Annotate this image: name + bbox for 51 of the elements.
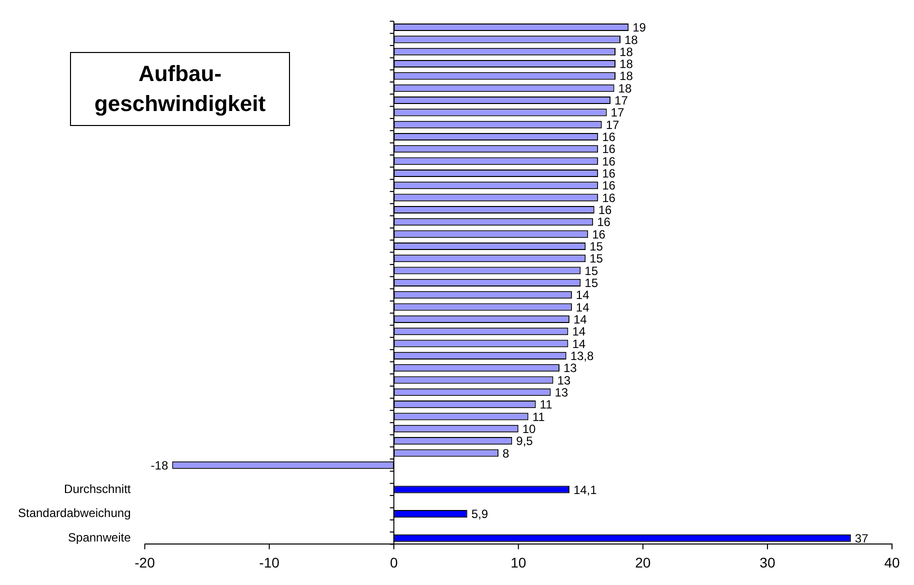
data-label: 15	[590, 252, 604, 266]
data-label: 14	[576, 288, 590, 302]
data-label: 11	[540, 398, 553, 412]
data-label: 16	[602, 190, 616, 205]
data-label: 18	[618, 81, 632, 96]
y-tick-label: Spannweite	[68, 530, 132, 544]
data-label: 15	[584, 276, 598, 290]
data-label: -18	[150, 458, 168, 472]
x-tick-label: 40	[884, 554, 900, 570]
x-tick-label: 20	[635, 554, 651, 570]
data-label: 16	[597, 215, 611, 230]
data-label: 17	[610, 106, 624, 120]
data-label: 14	[572, 336, 586, 351]
data-label: 14,1	[573, 482, 598, 497]
y-tick-label: Durchschnitt	[64, 482, 132, 496]
data-label: 8	[502, 446, 510, 460]
x-tick-label: 30	[760, 554, 776, 570]
data-label: 9,5	[516, 434, 534, 448]
data-label: 16	[602, 130, 616, 144]
data-label: 15	[590, 240, 604, 254]
y-tick-label: Standardabweichung	[18, 506, 131, 520]
data-label: 16	[598, 203, 612, 218]
data-label: 37	[854, 531, 869, 546]
data-label: 14	[576, 300, 590, 314]
data-label: 13	[563, 361, 578, 376]
data-label: 13	[554, 385, 568, 400]
data-label: 16	[602, 142, 616, 156]
text: Aufbau-geschwindigkeit	[70, 52, 290, 126]
data-label: 16	[602, 178, 616, 193]
data-label: 5,9	[471, 507, 488, 522]
data-label: 14	[573, 312, 588, 326]
data-label: 19	[632, 20, 646, 35]
data-label: 17	[606, 118, 620, 132]
x-tick-label: -20	[134, 554, 156, 570]
data-label: 14	[572, 324, 586, 339]
data-label: 15	[584, 264, 598, 278]
x-tick-label: 0	[390, 554, 398, 570]
data-label: 18	[620, 44, 634, 59]
data-label: 18	[620, 69, 634, 84]
data-label: 17	[614, 94, 628, 108]
data-label: 13,8	[570, 348, 594, 363]
data-label: 16	[602, 166, 616, 181]
data-label: 11	[532, 410, 546, 424]
data-label: 16	[592, 227, 606, 242]
x-tick-label: 10	[510, 554, 526, 570]
data-label: 13	[557, 373, 571, 388]
data-label: 16	[602, 154, 616, 168]
data-label: 18	[620, 57, 634, 72]
x-tick-label: -10	[259, 554, 280, 570]
data-label: 10	[522, 422, 536, 436]
data-label: 18	[624, 32, 638, 47]
